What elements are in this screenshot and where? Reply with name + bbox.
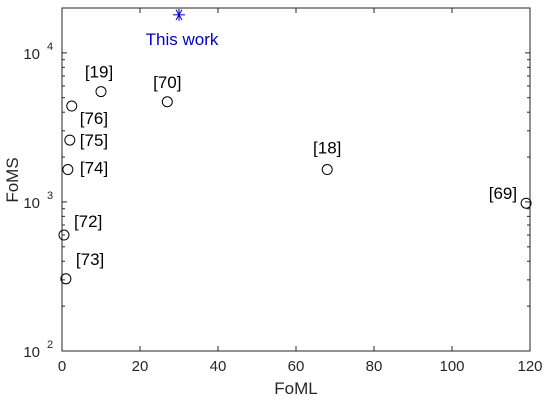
data-point-marker [60, 273, 72, 285]
data-point-label: [69] [489, 184, 517, 203]
x-tick-label: 100 [439, 358, 464, 375]
data-point-marker [58, 229, 70, 241]
data-point-marker [520, 197, 532, 209]
data-point-label: [70] [153, 73, 181, 92]
data-point-label: [19] [85, 63, 113, 82]
y-tick-exponent: 2 [47, 339, 53, 351]
x-axis-ticks: 0 20 40 60 80 100 120 [58, 8, 543, 375]
y-tick-label: 10 [23, 344, 40, 361]
data-point-marker [62, 164, 74, 176]
y-axis-ticks: 10 2 10 3 10 4 [23, 41, 530, 361]
x-tick-label: 20 [132, 358, 149, 375]
y-tick-exponent: 3 [47, 190, 53, 202]
y-tick-label: 10 [23, 195, 40, 212]
data-point-label: [73] [76, 250, 104, 269]
data-point-label: [72] [74, 212, 102, 231]
y-tick-label: 10 [23, 46, 40, 63]
x-tick-label: 120 [517, 358, 542, 375]
x-tick-label: 80 [366, 358, 383, 375]
data-point-label: [18] [313, 139, 341, 158]
x-axis-label: FoML [274, 379, 317, 398]
plot-area [61, 7, 531, 352]
data-points: [19] [76] [75] [74] [72] [73] [70] [18] [69] This… [58, 8, 532, 285]
data-point-marker [161, 96, 173, 108]
data-point-label: [75] [80, 131, 108, 150]
x-tick-label: 60 [288, 358, 305, 375]
data-point-label: [74] [80, 159, 108, 178]
this-work-label: This work [146, 30, 219, 49]
data-point-marker [95, 86, 107, 98]
x-tick-label: 0 [58, 358, 66, 375]
y-axis-label: FoMS [3, 157, 22, 202]
data-point-marker [321, 164, 333, 176]
data-point-marker [64, 134, 76, 146]
y-tick-exponent: 4 [47, 41, 53, 53]
data-point-label: [76] [80, 109, 108, 128]
x-tick-label: 40 [210, 358, 227, 375]
this-work-marker [173, 8, 185, 21]
data-point-marker [66, 100, 78, 112]
